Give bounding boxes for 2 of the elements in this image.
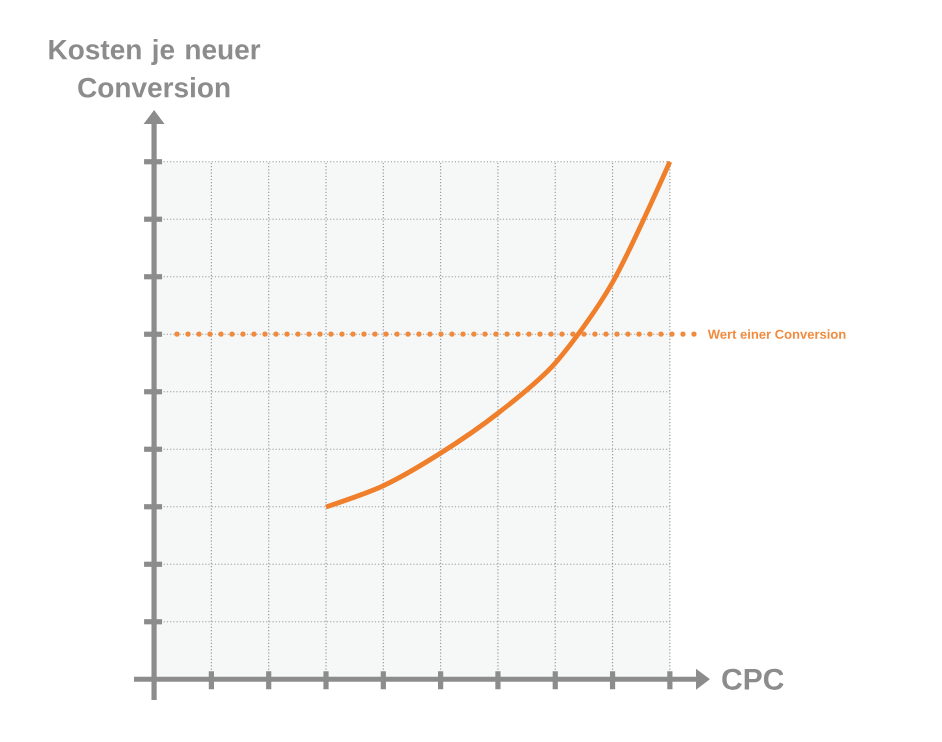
x-axis-title: CPC <box>722 668 784 690</box>
y-axis-title: Kosten je neuer Conversion <box>49 39 261 98</box>
